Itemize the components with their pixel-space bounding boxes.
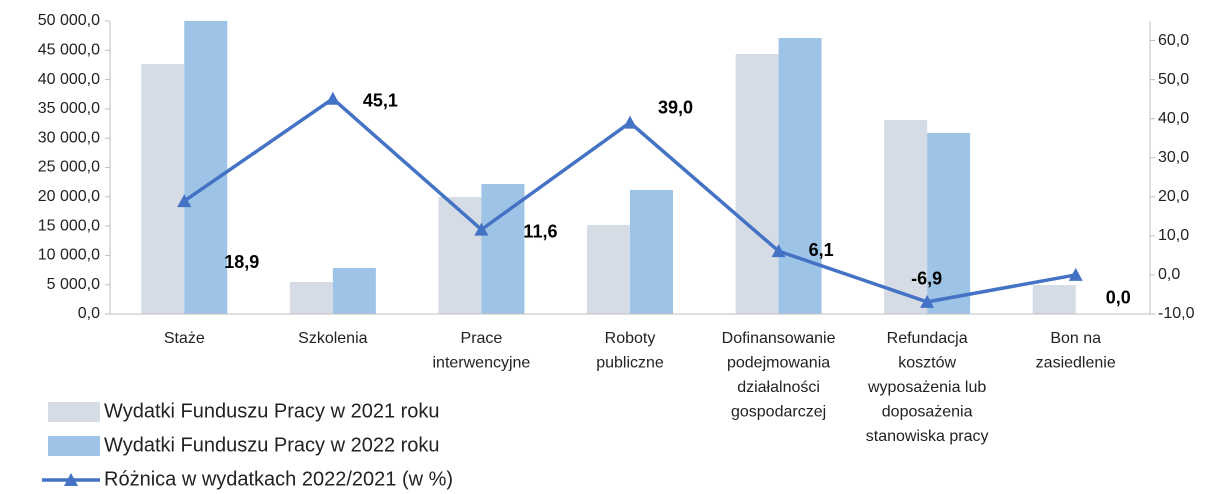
y-tick-label: 25 000,0 (38, 159, 100, 176)
marker (1068, 267, 1083, 281)
data-label: 6,1 (809, 240, 834, 260)
bar (332, 267, 376, 314)
y2-tick-label: 40,0 (1158, 110, 1189, 127)
data-label: 11,6 (523, 221, 557, 241)
bar (778, 37, 822, 314)
y2-tick-label: 60,0 (1158, 32, 1189, 49)
y-tick-label: 45 000,0 (38, 42, 100, 59)
y-tick-label: 15 000,0 (38, 217, 100, 234)
y2-tick-label: 0,0 (1158, 266, 1180, 283)
bar (289, 282, 333, 314)
marker (325, 91, 340, 105)
marker (177, 194, 192, 208)
bar (630, 190, 673, 314)
y-tick-label: 50 000,0 (38, 12, 100, 29)
data-label: 39,0 (658, 97, 693, 117)
y-tick-label: 35 000,0 (38, 100, 100, 117)
y-tick-label: 40 000,0 (38, 71, 100, 88)
legend-label: Różnica w wydatkach 2022/2021 (w %) (104, 468, 453, 490)
x-tick-label: Prace interwencyjne (433, 330, 531, 372)
y-tick-label: 0,0 (78, 305, 100, 322)
plot-area (141, 21, 1076, 314)
legend-swatch (64, 473, 78, 486)
legend-label: Wydatki Funduszu Pracy w 2022 roku (104, 434, 440, 456)
bar (587, 224, 630, 314)
y2-tick-label: 30,0 (1158, 149, 1189, 166)
y2-tick-label: -10,0 (1158, 305, 1195, 322)
bar (1032, 284, 1076, 314)
data-label: 0,0 (1106, 288, 1131, 308)
data-label: 45,1 (363, 90, 398, 110)
legend-swatch (48, 402, 100, 422)
bar (184, 21, 228, 314)
bar (927, 132, 971, 314)
x-tick-label: Staże (164, 330, 205, 347)
legend-label: Wydatki Funduszu Pracy w 2021 roku (104, 400, 440, 422)
legend-swatch (48, 436, 100, 456)
y-tick-label: 5 000,0 (47, 276, 100, 293)
x-tick-label: Refundacja kosztów wyposażenia lub doposaże… (866, 330, 989, 445)
x-tick-label: Dofinansowanie podejmowania działalności go… (722, 330, 836, 421)
data-label: 18,9 (224, 252, 259, 272)
marker (920, 294, 935, 308)
x-tick-label: Bon na zasiedlenie (1036, 330, 1116, 372)
x-tick-label: Szkolenia (298, 330, 367, 347)
marker (623, 115, 637, 129)
bar (438, 196, 482, 314)
y2-tick-label: 10,0 (1158, 227, 1189, 244)
marker (771, 244, 786, 258)
y-tick-label: 20 000,0 (38, 188, 100, 205)
y2-tick-label: 20,0 (1158, 188, 1189, 205)
bar (884, 120, 928, 314)
y-tick-label: 10 000,0 (38, 247, 100, 264)
bar (141, 64, 185, 314)
bar (735, 53, 779, 314)
x-tick-label: Roboty publiczne (596, 330, 664, 372)
marker (474, 222, 489, 236)
data-label: -6,9 (911, 269, 942, 289)
y2-tick-label: 50,0 (1158, 71, 1189, 88)
y-tick-label: 30 000,0 (38, 129, 100, 146)
